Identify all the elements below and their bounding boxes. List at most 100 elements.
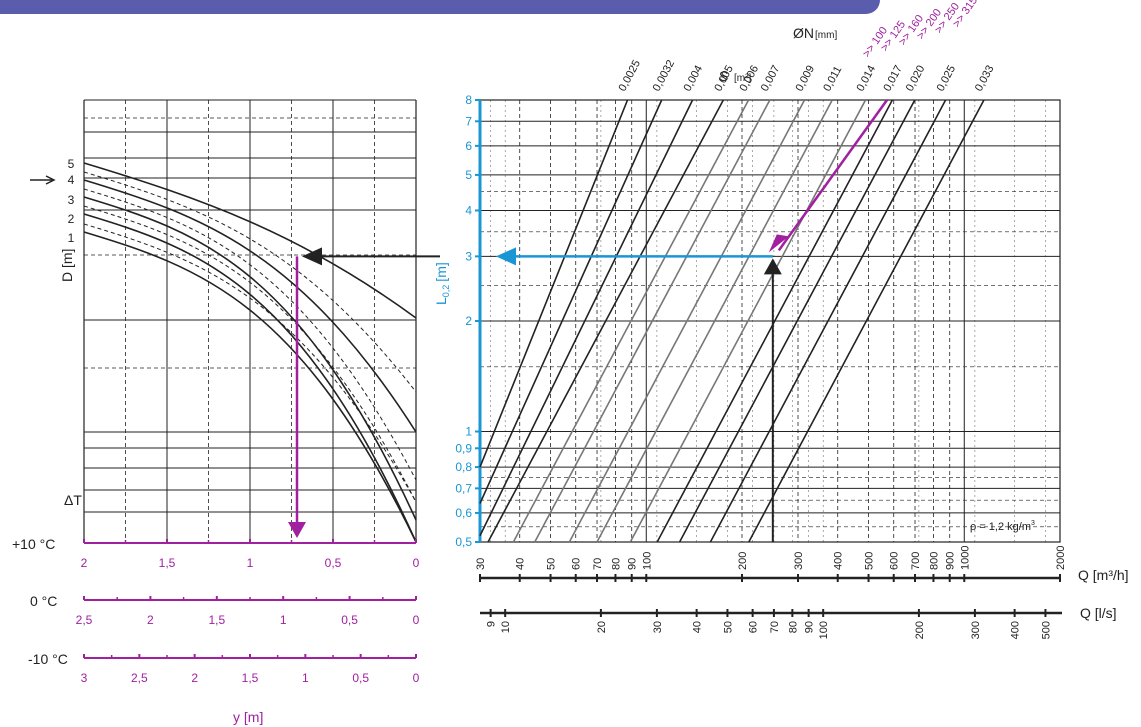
d-axis-label: D [m] xyxy=(59,249,75,282)
q-ls-tick-label-60: 60 xyxy=(748,621,760,633)
example-d-arrowhead xyxy=(302,247,322,266)
scale-minus10-label-2,5: 2,5 xyxy=(131,671,148,685)
s-line-0,014 xyxy=(629,99,867,543)
s-label-0,011: 0,011 xyxy=(821,64,844,93)
scale-plus10-label-0,5: 0,5 xyxy=(325,556,342,570)
q-ls-tick-label-80: 80 xyxy=(787,621,799,633)
s-label-0,009: 0,009 xyxy=(794,63,818,93)
s-line-0,033 xyxy=(748,99,985,543)
scale-minus10-label-2: 2 xyxy=(191,671,198,685)
scale-0-label-0,5: 0,5 xyxy=(341,613,358,627)
l-tick-label-0,8: 0,8 xyxy=(455,460,472,474)
delta-t-label: ΔT xyxy=(64,492,82,508)
q-m3h-tick-label-60: 60 xyxy=(571,558,583,570)
l-tick-label-6: 6 xyxy=(465,139,472,153)
s-line-0,017 xyxy=(656,99,894,543)
q-ls-tick-label-500: 500 xyxy=(1040,621,1052,639)
s-label-0,014: 0,014 xyxy=(855,63,879,93)
svg-text:L0,2[m]: L0,2 [m] xyxy=(433,262,451,305)
s-line-0,005 xyxy=(487,99,725,543)
s-line-0,020 xyxy=(678,99,916,543)
q-m3h-label: Q [m³/h] xyxy=(1078,567,1129,583)
left-panel-grid xyxy=(83,99,417,542)
chart-labels: 2 1,5 1 0,5 0 2,5 2 1,5 1 0,5 0 3 2,5 2 1,5 1 0,5 0 xyxy=(76,539,420,685)
q-ls-tick-label-70: 70 xyxy=(769,621,781,633)
q-m3h-tick-label-30: 30 xyxy=(475,558,487,570)
q-m3h-tick-label-90: 90 xyxy=(627,558,639,570)
q-ls-tick-label-400: 400 xyxy=(1010,621,1022,639)
scale-minus10-label-0,5: 0,5 xyxy=(352,671,369,685)
q-m3h-tick-label-50: 50 xyxy=(546,558,558,570)
d-curve-solid-2 xyxy=(83,213,417,543)
scale-0-label-1: 1 xyxy=(280,613,287,627)
d-curve-solid-1 xyxy=(83,231,417,543)
scale-0-label-2: 2 xyxy=(147,613,154,627)
l-tick-label-3: 3 xyxy=(465,249,472,263)
scale-plus10-label-1: 1 xyxy=(247,556,254,570)
q-m3h-tick-label-200: 200 xyxy=(737,552,749,570)
q-m3h-tick-label-400: 400 xyxy=(833,552,845,570)
s-line-0,004 xyxy=(479,99,694,537)
l-tick-label-0,7: 0,7 xyxy=(455,481,472,495)
dn-label: ØN xyxy=(793,25,814,41)
d-curve-number-5: 5 xyxy=(68,157,75,171)
d-arrow-icon xyxy=(30,175,56,185)
scale-plus10-label-0: 0 xyxy=(413,556,420,570)
l-tick-label-0,6: 0,6 xyxy=(455,506,472,520)
scale-0-label-0: 0 xyxy=(413,613,420,627)
l-axis-unit: [m] xyxy=(433,262,449,281)
q-m3h-tick-label-70: 70 xyxy=(592,558,604,570)
q-ls-tick-label-9: 9 xyxy=(486,621,498,627)
scale-minus10-label-3: 3 xyxy=(81,671,88,685)
s-label-0,007: 0,007 xyxy=(759,63,783,93)
dn-unit: [mm] xyxy=(815,30,837,41)
d-curve-number-2: 2 xyxy=(68,212,75,226)
q-m3h-tick-label-800: 800 xyxy=(928,552,940,570)
s-label-0,0025: 0,0025 xyxy=(617,58,643,93)
q-ls-tick-label-10: 10 xyxy=(500,621,512,633)
l-tick-label-0,9: 0,9 xyxy=(455,441,472,455)
s-line-0,011 xyxy=(596,99,833,543)
q-ls-tick-label-50: 50 xyxy=(722,621,734,633)
y-axis-label: y [m] xyxy=(233,709,263,725)
s-line-0,006 xyxy=(512,99,750,543)
example-dn-line xyxy=(777,99,889,252)
q-m3h-tick-label-1000: 1000 xyxy=(959,546,971,570)
s-line-0,0032 xyxy=(479,99,663,504)
header-banner xyxy=(0,0,880,14)
s-line-0,007 xyxy=(534,99,771,543)
example-q-arrowhead xyxy=(763,258,782,275)
q-m3h-tick-label-80: 80 xyxy=(610,558,622,570)
s-label: S xyxy=(719,68,728,84)
q-m3h-tick-label-500: 500 xyxy=(864,552,876,570)
l-tick-label-1: 1 xyxy=(465,425,472,439)
d-curve-solid-3 xyxy=(83,196,417,521)
d-curve-number-1: 1 xyxy=(68,231,75,245)
l-tick-label-5: 5 xyxy=(465,168,472,182)
d-curve-dashed-1 xyxy=(83,223,417,503)
q-ls-tick-label-100: 100 xyxy=(818,621,830,639)
example-arrows xyxy=(288,99,889,542)
s-label-0,0032: 0,0032 xyxy=(651,58,677,93)
d-curve-solid-4 xyxy=(83,179,417,433)
d-curve-dashed-3 xyxy=(83,188,417,481)
s-label-0,033: 0,033 xyxy=(973,63,997,93)
s-line-0,0025 xyxy=(479,99,629,468)
q-m3h-tick-label-40: 40 xyxy=(515,558,527,570)
q-ls-tick-label-200: 200 xyxy=(914,621,926,639)
s-label-0,025: 0,025 xyxy=(935,63,959,93)
temp-label-minus10: -10 °C xyxy=(28,651,68,667)
q-ls-tick-label-40: 40 xyxy=(692,621,704,633)
rho-label: ρ = 1,2 kg/m3 xyxy=(970,520,1035,533)
q-m3h-tick-label-100: 100 xyxy=(641,552,653,570)
scale-0-label-1,5: 1,5 xyxy=(208,613,225,627)
d-curve-solid-5 xyxy=(83,162,417,319)
d-curve-number-4: 4 xyxy=(68,173,75,187)
left-panel-curves: 1 2 3 4 5 xyxy=(30,157,417,543)
q-ls-tick-label-30: 30 xyxy=(652,621,664,633)
l-axis-sub: 0,2 xyxy=(441,285,451,298)
q-ls-tick-label-300: 300 xyxy=(970,621,982,639)
q-ls-tick-label-20: 20 xyxy=(596,621,608,633)
q-m3h-tick-label-2000: 2000 xyxy=(1055,546,1067,570)
